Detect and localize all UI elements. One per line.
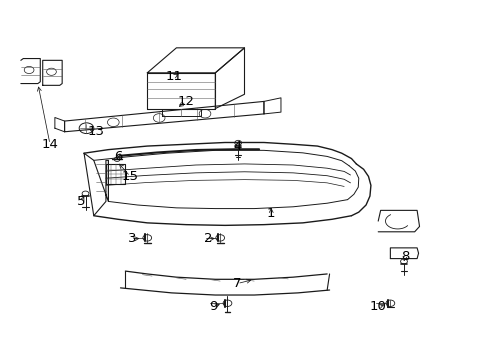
Text: 5: 5	[77, 195, 86, 208]
Text: 15: 15	[122, 170, 139, 183]
Text: 12: 12	[177, 95, 194, 108]
Text: 11: 11	[165, 70, 182, 83]
Text: 4: 4	[233, 140, 241, 153]
Text: 14: 14	[41, 138, 59, 151]
Text: 10: 10	[369, 300, 386, 313]
Text: 6: 6	[114, 150, 122, 163]
Text: 1: 1	[266, 207, 275, 220]
Text: 8: 8	[400, 250, 408, 263]
Text: 9: 9	[208, 300, 217, 313]
Text: 2: 2	[203, 233, 212, 246]
Text: 3: 3	[128, 233, 137, 246]
Text: 7: 7	[232, 277, 241, 290]
Text: 13: 13	[87, 125, 104, 138]
